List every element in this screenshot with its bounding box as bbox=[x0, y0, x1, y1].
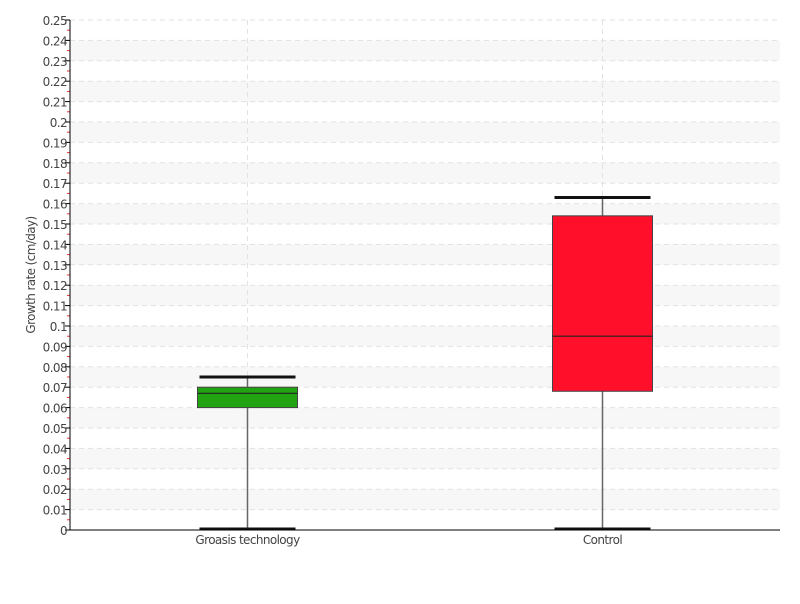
y-tick-label: 0.14 bbox=[43, 238, 67, 252]
y-tick-label: 0.04 bbox=[43, 442, 67, 456]
grid-band bbox=[70, 203, 780, 224]
box-control bbox=[552, 215, 653, 392]
y-tick-label: 0.1 bbox=[50, 320, 67, 334]
grid-band bbox=[70, 81, 780, 102]
y-tick-label: 0.02 bbox=[43, 483, 67, 497]
y-tick-label: 0.25 bbox=[43, 14, 67, 28]
y-tick-label: 0.13 bbox=[43, 259, 67, 273]
grid-band bbox=[70, 40, 780, 61]
y-tick-label: 0.22 bbox=[43, 75, 67, 89]
grid bbox=[70, 19, 780, 530]
grid-band bbox=[70, 162, 780, 184]
y-tick-label: 0.18 bbox=[43, 157, 67, 171]
y-axis: 0 0.01 0.02 0.03 0.04 0.05 0.06 0.07 0.08 0.09 0.1… bbox=[43, 14, 71, 538]
grid-band bbox=[70, 448, 780, 469]
y-tick-label: 0.2 bbox=[50, 116, 67, 130]
y-tick-label: 0.15 bbox=[43, 218, 67, 232]
y-tick-label: 0.21 bbox=[43, 96, 67, 110]
y-tick-label: 0.09 bbox=[43, 340, 67, 354]
grid-band bbox=[70, 244, 780, 265]
y-axis-label: Growth rate (cm/day) bbox=[24, 216, 38, 333]
x-tick-label: Groasis technology bbox=[195, 533, 300, 547]
boxes bbox=[197, 195, 653, 531]
grid-band bbox=[70, 407, 780, 428]
y-tick-label: 0.16 bbox=[43, 198, 67, 212]
y-tick-label: 0.08 bbox=[43, 361, 67, 375]
grid-band bbox=[70, 489, 780, 510]
y-tick-label: 0 bbox=[60, 524, 67, 538]
grid-band bbox=[70, 122, 780, 143]
y-tick-label: 0.24 bbox=[43, 34, 67, 48]
x-axis: Groasis technology Control bbox=[70, 529, 780, 547]
y-tick-label: 0.01 bbox=[43, 504, 67, 518]
x-tick-label: Control bbox=[583, 533, 622, 547]
y-tick-label: 0.06 bbox=[43, 402, 67, 416]
grid-band bbox=[70, 326, 780, 347]
y-tick-label: 0.19 bbox=[43, 136, 67, 150]
grid-band bbox=[70, 285, 780, 306]
y-tick-label: 0.05 bbox=[43, 422, 67, 436]
y-tick-label: 0.03 bbox=[43, 463, 67, 477]
y-tick-label: 0.12 bbox=[43, 279, 67, 293]
y-tick-label: 0.11 bbox=[43, 300, 67, 314]
y-tick-label: 0.23 bbox=[43, 55, 67, 69]
y-tick-label: 0.17 bbox=[43, 177, 67, 191]
box-groasis-technology bbox=[197, 386, 298, 409]
grid-band bbox=[70, 366, 780, 388]
y-tick-label: 0.07 bbox=[43, 381, 67, 395]
